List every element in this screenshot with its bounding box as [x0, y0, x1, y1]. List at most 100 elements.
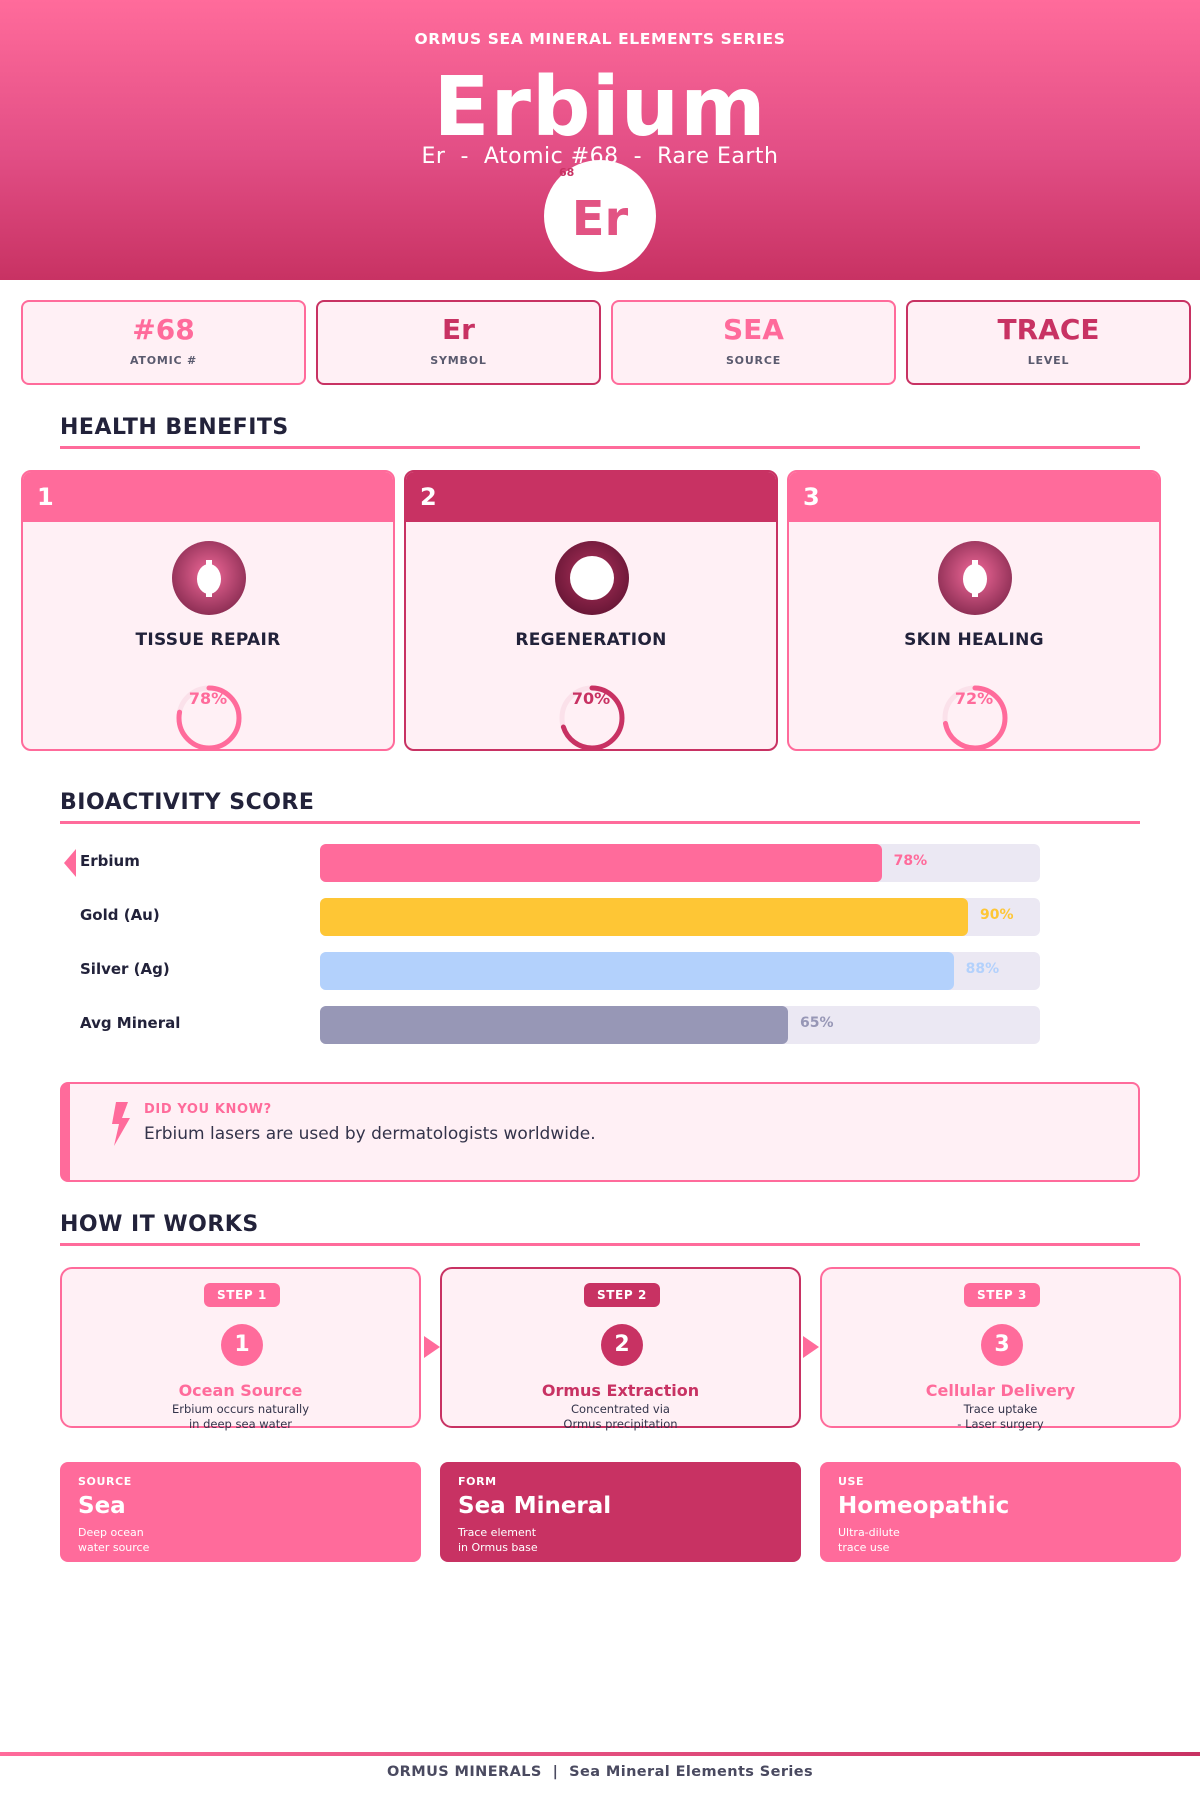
- bioactivity-fill: [320, 898, 968, 936]
- flask-icon: [938, 541, 1012, 615]
- step-card-2: STEP 2 2 Ormus Extraction Concentrated v…: [440, 1267, 801, 1431]
- element-subtitle: Er - Atomic #68 - Rare Earth: [421, 144, 779, 169]
- benefit-title: SKIN HEALING: [904, 630, 1044, 650]
- stat-label: SOURCE: [725, 354, 782, 367]
- stat-card-level: TRACE LEVEL: [906, 300, 1191, 385]
- did-you-know-callout: DID YOU KNOW? Erbium lasers are used by …: [60, 1082, 1140, 1182]
- footer-divider: [0, 1752, 1200, 1756]
- info-description-line: Ultra-dilute: [838, 1526, 900, 1539]
- benefit-percent: 70%: [571, 689, 611, 708]
- step-title: Cellular Delivery: [925, 1381, 1076, 1400]
- info-description-line: trace use: [838, 1541, 890, 1554]
- bioactivity-label: Erbium: [80, 852, 140, 870]
- step-pill: STEP 3: [964, 1283, 1040, 1307]
- benefit-progress-arc: [942, 685, 1008, 749]
- stat-label: LEVEL: [1027, 354, 1070, 367]
- section-title-health-benefits: HEALTH BENEFITS: [60, 415, 1140, 449]
- bioactivity-row-gold: Gold (Au) 90%: [60, 898, 1060, 936]
- step-arrow-icon: [803, 1336, 819, 1358]
- stat-card-atomic: #68 ATOMIC #: [21, 300, 306, 385]
- info-label: FORM: [458, 1475, 497, 1488]
- bioactivity-fill: [320, 952, 954, 990]
- info-description-line: Trace element: [458, 1526, 537, 1539]
- info-description-line: water source: [78, 1541, 150, 1554]
- benefit-title: REGENERATION: [515, 630, 667, 650]
- info-card-form: FORM Sea Mineral Trace element in Ormus …: [440, 1462, 801, 1562]
- stat-value: #68: [132, 313, 195, 346]
- benefit-progress-ring: [559, 685, 625, 749]
- stat-value: SEA: [723, 313, 784, 346]
- cell-icon: [555, 541, 629, 615]
- flask-icon: [172, 541, 246, 615]
- benefit-card-tissue-repair: 1 TISSUE REPAIR 78%: [21, 470, 395, 751]
- bioactivity-percent: 90%: [980, 907, 1014, 923]
- benefit-progress-arc: [559, 685, 625, 749]
- stat-value: Er: [442, 313, 475, 346]
- step-card-3: STEP 3 3 Cellular Delivery Trace uptake …: [820, 1267, 1181, 1431]
- info-description: Deep ocean water source: [78, 1525, 403, 1555]
- step-title: Ormus Extraction: [541, 1381, 700, 1400]
- step-card-1: STEP 1 1 Ocean Source Erbium occurs natu…: [60, 1267, 421, 1431]
- bioactivity-row-silver: Silver (Ag) 88%: [60, 952, 1060, 990]
- benefit-progress-ring: [176, 685, 242, 749]
- bioactivity-percent: 78%: [893, 853, 928, 869]
- step-number: 3: [981, 1324, 1023, 1366]
- step-description-line: - Laser surgery: [957, 1417, 1044, 1431]
- info-description-line: in Ormus base: [458, 1541, 538, 1554]
- stat-card-symbol: Er SYMBOL: [316, 300, 601, 385]
- step-description-line: Ormus precipitation: [563, 1417, 678, 1431]
- benefit-title: TISSUE REPAIR: [135, 630, 281, 650]
- step-description: Erbium occurs naturally in deep sea wate…: [62, 1402, 419, 1432]
- did-you-know-title: DID YOU KNOW?: [144, 1102, 272, 1117]
- info-description: Ultra-dilute trace use: [838, 1525, 1163, 1555]
- benefit-number: 3: [789, 472, 1159, 522]
- benefit-progress-ring: [942, 685, 1008, 749]
- stat-value: TRACE: [997, 313, 1100, 346]
- element-name: Erbium: [433, 60, 767, 155]
- symbol-badge-number: 68: [559, 166, 575, 179]
- step-title: Ocean Source: [178, 1381, 303, 1400]
- bioactivity-row-avg-mineral: Avg Mineral 65%: [60, 1006, 1060, 1044]
- did-you-know-text: Erbium lasers are used by dermatologists…: [144, 1124, 596, 1144]
- step-number: 2: [601, 1324, 643, 1366]
- bioactivity-label: Silver (Ag): [80, 960, 170, 978]
- bioactivity-track: 90%: [320, 898, 1040, 936]
- bioactivity-fill: [320, 1006, 788, 1044]
- stat-label: ATOMIC #: [129, 354, 198, 367]
- benefit-card-regeneration: 2 REGENERATION 70%: [404, 470, 778, 751]
- step-pill: STEP 1: [204, 1283, 280, 1307]
- info-description-line: Deep ocean: [78, 1526, 144, 1539]
- info-value: Sea Mineral: [458, 1493, 612, 1519]
- symbol-badge: 68 Er: [544, 160, 656, 272]
- lightning-icon: [112, 1102, 130, 1146]
- step-pill: STEP 2: [584, 1283, 660, 1307]
- step-description: Concentrated via Ormus precipitation: [442, 1402, 799, 1432]
- bioactivity-fill: [320, 844, 882, 882]
- benefit-percent: 78%: [188, 689, 228, 708]
- bioactivity-track: 78%: [320, 844, 1040, 882]
- benefit-percent: 72%: [954, 689, 994, 708]
- benefit-card-skin-healing: 3 SKIN HEALING 72%: [787, 470, 1161, 751]
- info-value: Homeopathic: [838, 1493, 1010, 1519]
- step-arrow-icon: [424, 1336, 440, 1358]
- header-banner: ORMUS SEA MINERAL ELEMENTS SERIES Erbium…: [0, 0, 1200, 280]
- bioactivity-label: Avg Mineral: [80, 1014, 181, 1032]
- benefit-number: 2: [406, 472, 776, 522]
- info-card-source: SOURCE Sea Deep ocean water source: [60, 1462, 421, 1562]
- bioactivity-row-erbium: Erbium 78%: [60, 844, 1060, 882]
- series-label: ORMUS SEA MINERAL ELEMENTS SERIES: [414, 30, 786, 48]
- bioactivity-track: 65%: [320, 1006, 1040, 1044]
- stat-label: SYMBOL: [430, 354, 487, 367]
- step-description-line: Erbium occurs naturally: [171, 1402, 310, 1416]
- bioactivity-percent: 65%: [800, 1015, 834, 1031]
- footer-text: ORMUS MINERALS | Sea Mineral Elements Se…: [386, 1764, 814, 1780]
- benefit-progress-arc: [176, 685, 242, 749]
- info-value: Sea: [78, 1493, 126, 1519]
- info-label: SOURCE: [78, 1475, 132, 1488]
- step-description-line: Concentrated via: [571, 1402, 670, 1416]
- section-title-bioactivity: BIOACTIVITY SCORE: [60, 790, 1140, 824]
- step-description-line: in deep sea water: [188, 1417, 293, 1431]
- bioactivity-percent: 88%: [965, 961, 1000, 977]
- bioactivity-track: 88%: [320, 952, 1040, 990]
- info-label: USE: [838, 1475, 865, 1488]
